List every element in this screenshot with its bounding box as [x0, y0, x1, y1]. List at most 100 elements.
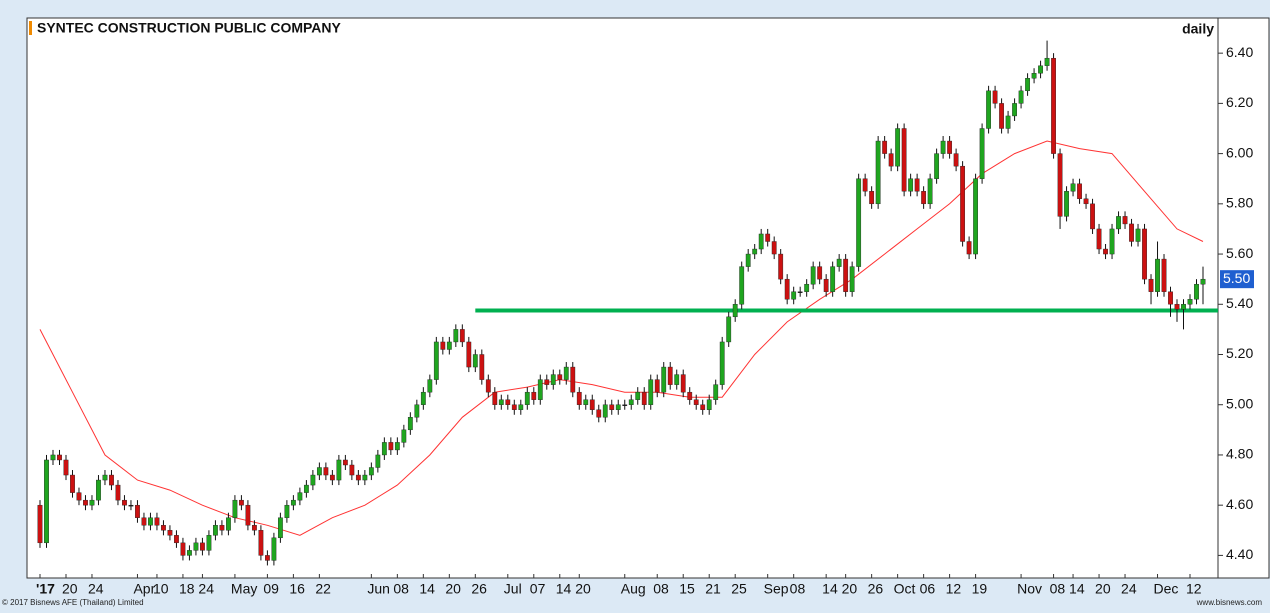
candle-body	[284, 504, 290, 518]
candle-body	[648, 379, 654, 405]
candle-body	[589, 399, 595, 410]
candle-body	[986, 90, 991, 129]
candle-body	[187, 550, 192, 556]
candle-body	[843, 258, 849, 292]
candle-body	[960, 165, 966, 242]
candle-body	[37, 504, 43, 544]
candle-body	[544, 379, 550, 385]
candle-body	[219, 525, 225, 531]
candle-body	[440, 341, 446, 350]
candle-body	[921, 191, 927, 205]
y-tick-label: 5.20	[1226, 345, 1253, 361]
candle-body	[693, 399, 699, 405]
candle-body	[388, 442, 394, 451]
candle-body	[700, 404, 706, 410]
candle-body	[148, 517, 153, 526]
x-tick-label: 12	[946, 581, 962, 597]
candle-body	[1070, 183, 1076, 192]
candle-body	[791, 291, 797, 300]
x-tick-label: 19	[972, 581, 988, 597]
x-tick-label: 24	[88, 581, 104, 597]
candle-body	[563, 366, 569, 380]
candle-body	[511, 404, 517, 410]
x-tick-label: 14	[822, 581, 838, 597]
candle-body	[901, 128, 907, 192]
candle-body	[940, 140, 946, 154]
candle-body	[888, 153, 894, 167]
candle-body	[381, 442, 387, 456]
candle-body	[635, 391, 641, 400]
y-tick-label: 4.60	[1226, 496, 1253, 512]
x-tick-label: 15	[679, 581, 695, 597]
y-tick-label: 6.00	[1226, 144, 1253, 160]
candle-body	[1135, 228, 1141, 242]
candle-body	[290, 499, 296, 506]
candle-body	[1005, 115, 1011, 129]
candle-body	[622, 404, 628, 406]
candle-body	[76, 492, 82, 501]
candle-body	[1129, 223, 1134, 242]
candle-body	[1044, 57, 1050, 66]
candle-body	[817, 266, 823, 280]
candle-body	[953, 153, 959, 167]
x-tick-label: 08	[790, 581, 806, 597]
x-tick-label: 10	[153, 581, 169, 597]
candle-body	[745, 253, 751, 267]
x-tick-label: 16	[289, 581, 305, 597]
x-tick-label: 24	[1121, 581, 1137, 597]
candle-body	[1096, 228, 1102, 250]
y-tick-label: 4.40	[1226, 546, 1253, 562]
candle-body	[70, 474, 75, 493]
candle-body	[576, 391, 582, 405]
plot-area	[26, 17, 1270, 579]
candle-body	[999, 103, 1004, 129]
x-tick-label: Apr	[133, 581, 155, 597]
candle-body	[252, 525, 257, 531]
candle-body	[771, 241, 777, 255]
candle-body	[836, 258, 842, 267]
candle-body	[297, 492, 303, 501]
candle-body	[258, 530, 264, 556]
title-marker	[29, 21, 32, 35]
candle-body	[739, 266, 745, 305]
x-tick-label: 14	[1069, 581, 1085, 597]
candle-body	[349, 464, 355, 476]
y-tick-label: 5.80	[1226, 195, 1253, 211]
candle-body	[1012, 103, 1017, 117]
candle-body	[342, 459, 348, 466]
candle-body	[154, 517, 160, 526]
x-tick-label: 20	[62, 581, 78, 597]
x-tick-label: 21	[705, 581, 721, 597]
candle-body	[810, 266, 816, 285]
candle-body	[550, 374, 556, 385]
candle-body	[1161, 258, 1167, 292]
candle-body	[1187, 299, 1193, 305]
candle-body	[726, 316, 732, 343]
candle-body	[609, 404, 615, 410]
candle-body	[1200, 278, 1206, 285]
candle-body	[1025, 78, 1030, 92]
candle-body	[485, 379, 491, 393]
candle-body	[849, 266, 855, 292]
candle-body	[531, 391, 537, 400]
x-tick-label: 20	[842, 581, 858, 597]
candle-body	[50, 454, 56, 461]
x-tick-label: Sep	[764, 581, 789, 597]
candle-body	[706, 399, 712, 410]
candle-body	[1018, 90, 1024, 104]
x-tick-label: '17	[36, 581, 55, 597]
candle-body	[1083, 198, 1089, 205]
x-tick-label: 08	[653, 581, 669, 597]
candle-body	[245, 504, 251, 526]
candle-body	[265, 555, 270, 561]
candle-body	[947, 140, 953, 154]
candle-body	[83, 499, 88, 506]
candle-body	[128, 504, 134, 507]
candle-body	[1194, 283, 1199, 300]
chart-title: SYNTEC CONSTRUCTION PUBLIC COMPANY	[37, 20, 342, 36]
candle-body	[719, 341, 725, 385]
y-tick-label: 5.00	[1226, 395, 1253, 411]
candle-body	[316, 467, 322, 476]
x-tick-label: Nov	[1017, 581, 1042, 597]
y-tick-label: 5.60	[1226, 245, 1253, 261]
